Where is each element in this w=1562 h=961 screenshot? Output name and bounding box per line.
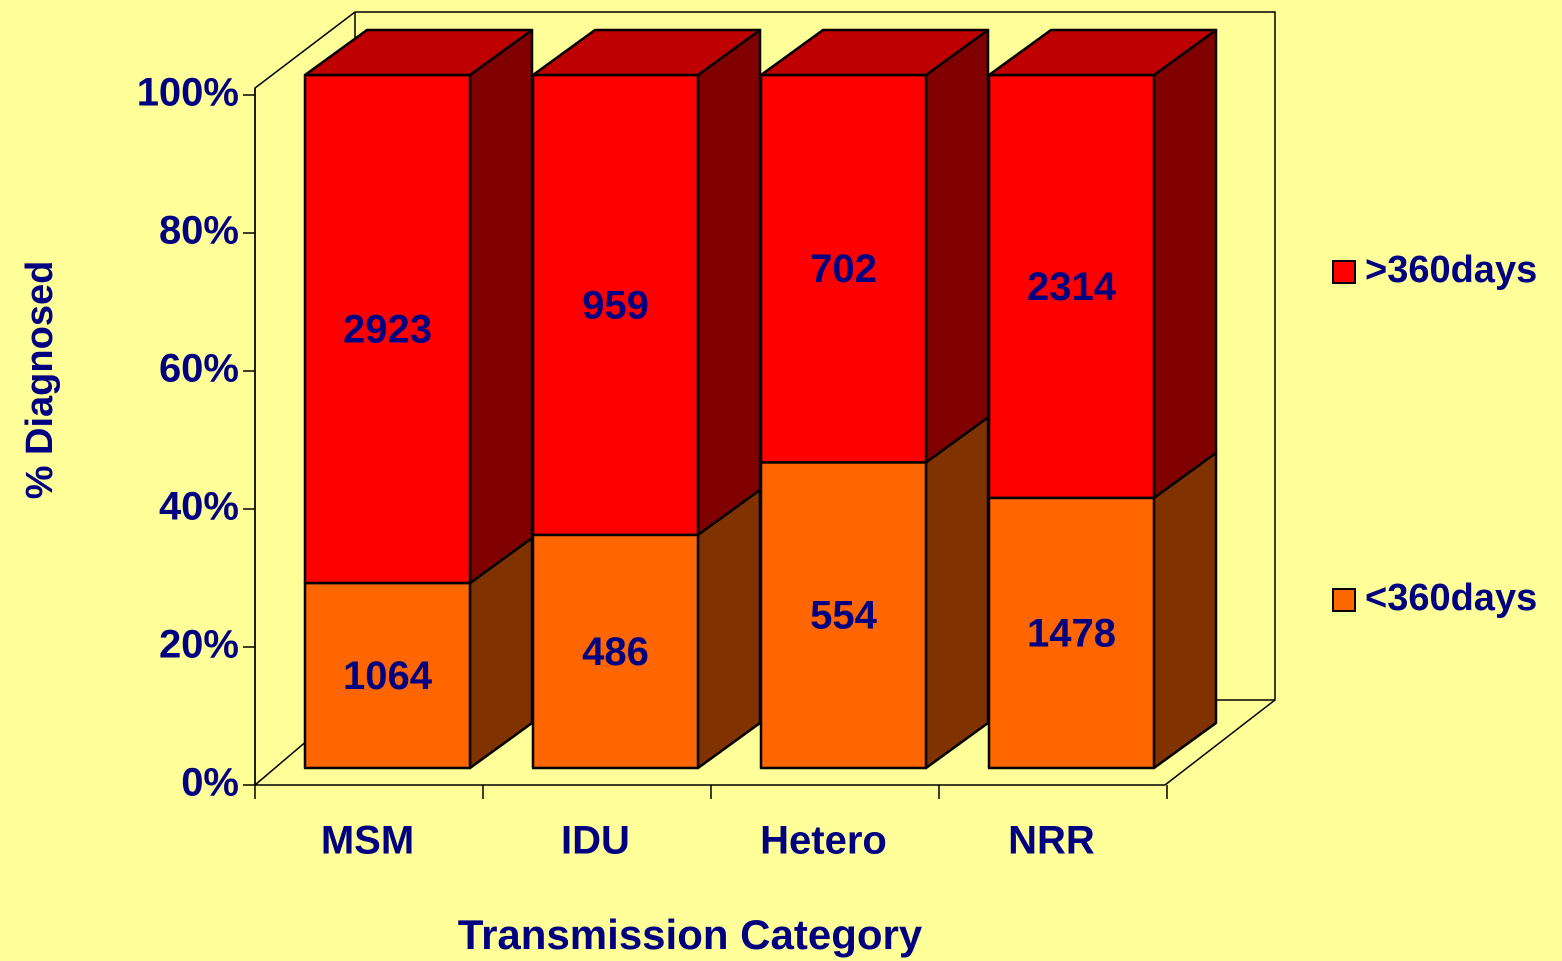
bar-side <box>696 28 762 537</box>
x-tick-label: NRR <box>1008 819 1095 863</box>
bar <box>531 533 700 770</box>
bar-top <box>531 28 762 77</box>
bar-side <box>1152 451 1218 770</box>
data-label: 702 <box>810 247 877 291</box>
legend-swatch <box>1332 260 1356 284</box>
bar <box>759 461 928 770</box>
legend-swatch <box>1332 588 1356 612</box>
data-label: 2923 <box>343 308 432 352</box>
bar-side <box>1152 28 1218 500</box>
x-tick-label: IDU <box>561 819 630 863</box>
bar <box>987 73 1156 500</box>
legend-label: <360days <box>1365 577 1537 619</box>
y-tick-label: 100% <box>137 71 239 115</box>
y-tick-label: 20% <box>159 623 239 667</box>
y-axis-title: % Diagnosed <box>19 261 61 500</box>
bar <box>303 73 472 585</box>
data-label: 554 <box>810 594 877 638</box>
bar <box>303 581 472 770</box>
legend-label: >360days <box>1365 249 1537 291</box>
bar-top <box>987 28 1218 77</box>
y-tick-label: 80% <box>159 209 239 253</box>
bar-top <box>303 28 534 77</box>
data-label: 1478 <box>1027 612 1116 656</box>
bar-side <box>468 28 534 585</box>
y-tick-label: 0% <box>181 761 239 805</box>
bar-side <box>924 28 990 464</box>
x-tick-label: Hetero <box>760 819 887 863</box>
bar <box>987 496 1156 770</box>
y-tick-label: 40% <box>159 485 239 529</box>
x-axis-title: Transmission Category <box>458 911 923 958</box>
data-label: 2314 <box>1027 265 1117 309</box>
x-tick-label: MSM <box>321 819 414 863</box>
data-label: 1064 <box>343 654 433 698</box>
data-label: 486 <box>582 630 649 674</box>
bar-side <box>696 488 762 770</box>
bar-side <box>924 416 990 770</box>
bar <box>531 73 700 537</box>
y-tick-label: 60% <box>159 347 239 391</box>
data-label: 959 <box>582 284 649 328</box>
bar-top <box>759 28 990 77</box>
